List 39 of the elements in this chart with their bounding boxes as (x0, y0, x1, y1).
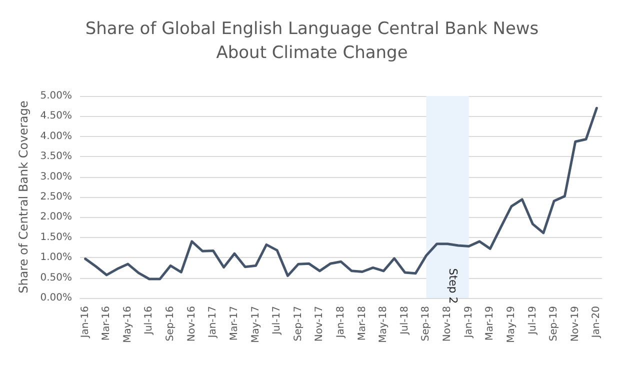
x-tick-label: Jul-19 (527, 306, 538, 336)
x-tick-label: Mar-16 (101, 306, 112, 341)
x-tick-label: Jan-19 (463, 306, 474, 339)
x-tick-label: May-19 (506, 306, 517, 343)
y-tick-label: 1.50% (40, 232, 72, 243)
y-tick-label: 0.50% (40, 272, 72, 284)
x-tick-label: Mar-19 (484, 306, 496, 341)
x-tick-label: Jul-16 (144, 306, 155, 336)
chart-title: Share of Global English Language Central Bank News About Climate Change (85, 19, 539, 63)
y-tick-label: 5.00% (40, 90, 72, 102)
x-tick-label: Nov-19 (570, 306, 581, 342)
x-tick-label: Mar-17 (228, 306, 240, 341)
x-tick-label: Sep-17 (292, 306, 304, 342)
x-tick-label: Jul-18 (399, 306, 410, 336)
y-tick-label: 1.00% (40, 252, 72, 264)
band-label: Step 2 (446, 268, 460, 304)
x-tick-label: May-18 (378, 306, 390, 343)
y-tick-label: 0.00% (40, 292, 72, 304)
x-tick-label: Jan-18 (336, 306, 346, 339)
x-tick-label: Jan-20 (591, 306, 602, 339)
x-tick-label: Jan-16 (80, 306, 91, 339)
x-tick-label: Jan-17 (208, 306, 219, 339)
x-tick-label: Sep-18 (420, 306, 432, 342)
y-tick-label: 4.50% (40, 110, 72, 122)
x-tick-label: Sep-16 (165, 306, 176, 342)
x-tick-label: Nov-18 (442, 306, 454, 342)
y-tick-label: 2.50% (40, 192, 72, 202)
y-axis-title: Share of Central Bank Coverage (16, 100, 30, 294)
x-tick-label: Jul-17 (272, 306, 283, 336)
x-tick-label: May-17 (250, 306, 262, 343)
x-tick-label: Nov-17 (314, 306, 326, 342)
y-tick-label: 4.00% (40, 130, 72, 142)
x-tick-label: May-16 (122, 306, 134, 343)
x-tick-label: Sep-19 (548, 306, 560, 342)
x-tick-label: Mar-18 (356, 306, 368, 341)
y-tick-label: 3.50% (40, 151, 72, 162)
y-tick-label: 3.00% (40, 171, 72, 182)
y-tick-label: 2.00% (40, 212, 72, 223)
x-tick-label: Nov-16 (186, 306, 198, 342)
